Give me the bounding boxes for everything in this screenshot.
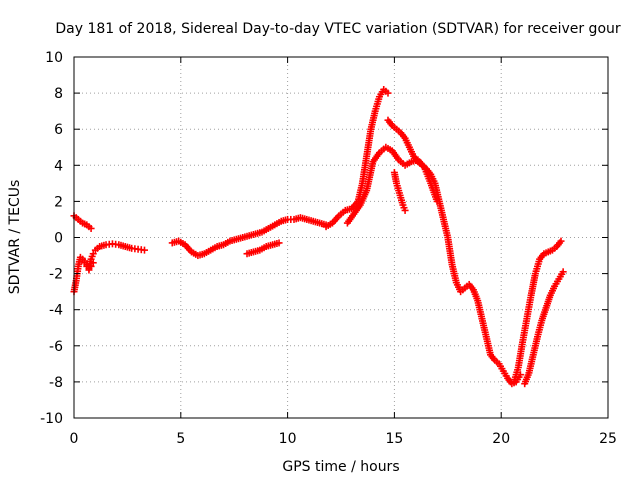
series-track-8 — [343, 143, 441, 227]
series-track-5 — [243, 239, 283, 258]
series-track-7 — [384, 116, 524, 388]
series-track-11 — [521, 268, 567, 388]
y-tick-label: -4 — [49, 303, 63, 319]
x-tick-label: 0 — [70, 431, 79, 447]
x-axis-title: GPS time / hours — [282, 459, 399, 475]
y-tick-label: -2 — [49, 267, 63, 283]
series-track-2 — [70, 240, 148, 296]
data-point — [140, 246, 148, 254]
x-tick-label: 10 — [279, 431, 297, 447]
data-point — [87, 262, 95, 270]
data-point — [557, 237, 565, 245]
y-tick-label: 0 — [54, 231, 63, 247]
y-tick-label: 2 — [54, 194, 63, 210]
x-tick-label: 5 — [176, 431, 185, 447]
series-track-6 — [322, 85, 392, 231]
y-tick-label: 8 — [54, 86, 63, 102]
data-point — [275, 239, 283, 247]
series-track-4 — [168, 214, 330, 260]
y-axis-title: SDTVAR / TECUs — [7, 180, 23, 295]
y-tick-label: -6 — [49, 339, 63, 355]
y-tick-label: 6 — [54, 122, 63, 138]
x-tick-label: 20 — [492, 431, 510, 447]
data-point — [87, 224, 95, 232]
data-point — [384, 89, 392, 97]
chart-title: Day 181 of 2018, Sidereal Day-to-day VTE… — [55, 21, 621, 37]
data-point — [89, 259, 97, 267]
y-tick-label: -8 — [49, 375, 63, 391]
y-axis: -10 -8 -6 -4 -2 0 2 4 6 8 10 — [40, 50, 608, 427]
series-track-10 — [510, 237, 565, 386]
series-track-9 — [390, 169, 409, 214]
y-tick-label: 10 — [45, 50, 63, 66]
data-point — [433, 197, 441, 205]
x-axis: 0 5 10 15 20 25 — [70, 57, 617, 447]
x-tick-label: 25 — [599, 431, 617, 447]
y-tick-label: 4 — [54, 158, 63, 174]
data-point — [559, 268, 567, 276]
data-point — [81, 259, 89, 267]
data-point — [89, 250, 97, 258]
data-marks — [70, 85, 567, 388]
y-tick-label: -10 — [40, 411, 63, 427]
data-point — [401, 206, 409, 214]
x-tick-label: 15 — [385, 431, 403, 447]
series-track-3 — [81, 259, 97, 274]
data-point — [85, 266, 93, 274]
